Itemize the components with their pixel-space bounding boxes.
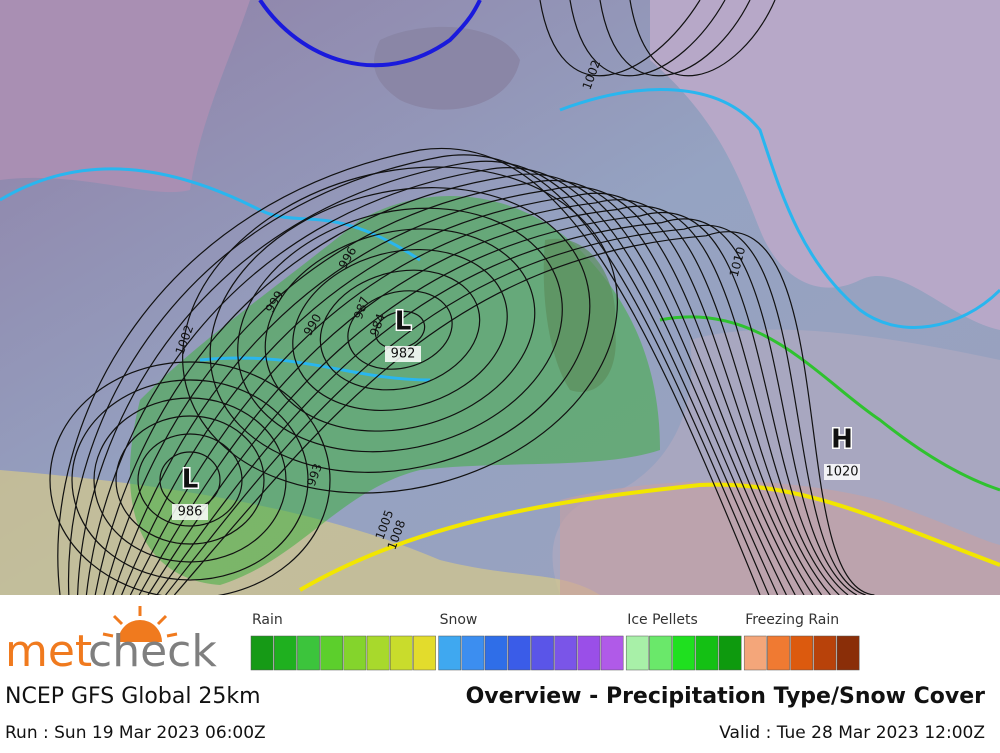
pressure-value: 1020 [825,465,858,480]
legend-label: Snow [440,612,478,628]
legend-swatch [673,636,695,670]
legend-swatch [413,636,435,670]
legend-swatch [251,636,273,670]
map-area [0,0,1000,598]
legend-swatch [767,636,789,670]
legend-swatch [439,636,461,670]
legend-swatch [531,636,553,670]
legend-swatch [555,636,577,670]
legend-swatch [814,636,836,670]
legend-label: Rain [252,612,283,628]
legend-label: Freezing Rain [745,612,839,628]
legend-swatch [367,636,389,670]
legend-swatch [601,636,623,670]
pressure-center: L [395,307,412,337]
legend-swatch [791,636,813,670]
map-title: Overview - Precipitation Type/Snow Cover [466,684,986,709]
legend-swatch [508,636,530,670]
valid-time: Valid : Tue 28 Mar 2023 12:00Z [719,723,985,743]
legend-swatch [485,636,507,670]
pressure-center: H [831,425,853,455]
legend-swatch [297,636,319,670]
logo-check: check [88,626,217,677]
legend-swatch [626,636,648,670]
pressure-center: L [182,465,199,495]
legend-swatch [578,636,600,670]
legend-swatch [274,636,296,670]
legend-swatch [696,636,718,670]
legend-swatch [462,636,484,670]
legend-swatch [649,636,671,670]
logo-met: met [5,626,92,677]
legend-swatch [837,636,859,670]
pressure-value: 982 [391,347,416,362]
legend-label: Ice Pellets [627,612,698,628]
legend-swatch [390,636,412,670]
pressure-value: 986 [178,505,203,520]
legend-swatch [344,636,366,670]
legend-swatch [744,636,766,670]
model-name: NCEP GFS Global 25km [5,684,261,709]
run-time: Run : Sun 19 Mar 2023 06:00Z [5,723,266,743]
legend-swatch [719,636,741,670]
legend-swatch [321,636,343,670]
